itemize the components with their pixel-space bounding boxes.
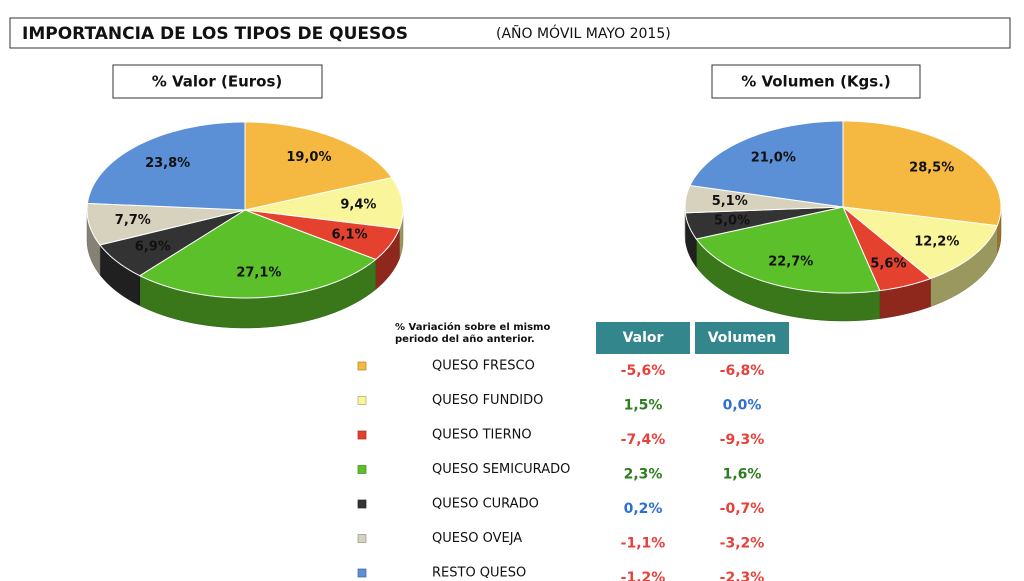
legend-label: QUESO TIERNO [432,428,532,443]
legend-label: RESTO QUESO [432,566,526,581]
slice-label: 28,5% [909,161,954,176]
pie-slice [841,206,998,280]
table-cell: 1,6% [723,467,762,483]
table-cell: -1,1% [621,536,666,552]
pie-slice [684,184,844,214]
slice-label: 7,7% [115,213,151,228]
legend-label: QUESO FUNDIDO [432,393,543,408]
page-title: IMPORTANCIA DE LOS TIPOS DE QUESOS [22,24,408,44]
pie-slice [689,120,844,208]
slice-label: 6,9% [135,240,171,255]
pie-slice [244,209,401,261]
table-header: Valor [623,330,664,346]
table-header-cell [596,322,690,354]
table-cell: -6,8% [720,363,765,379]
slice-label: 21,0% [751,151,796,166]
legend-swatch [357,396,367,405]
legend-swatch [357,534,367,543]
slice-label: 5,6% [870,256,906,271]
legend-swatch [357,361,367,371]
slice-label: 19,0% [286,150,331,165]
table-cell: -3,2% [720,536,765,552]
table-cell: 0,0% [723,398,762,414]
table-cell: 1,5% [624,398,663,414]
pie-slice [842,206,932,292]
table-header: Volumen [708,330,777,346]
table-cell: -1,2% [621,570,666,581]
pie-title: % Volumen (Kgs.) [741,73,891,91]
table-cell: -7,4% [621,432,666,448]
table-caption: periodo del año anterior. [395,334,535,345]
table-cell: 2,3% [624,467,663,483]
pie-slice [684,206,844,240]
pie-slice [86,121,246,211]
legend-swatch [357,465,367,474]
table-cell: -2,3% [720,570,765,581]
table-cell: -0,7% [720,501,765,517]
slice-label: 27,1% [236,265,281,280]
slice-label: 23,8% [145,156,190,171]
slice-label: 5,0% [714,213,750,228]
pie-title: % Valor (Euros) [152,73,283,91]
table-cell: -5,6% [621,363,666,379]
pie-slice [86,202,246,246]
table-caption: % Variación sobre el mismo [395,321,550,333]
slice-label: 22,7% [768,255,813,270]
pie-slice [99,209,246,277]
header-box [9,17,1011,49]
legend-swatch [357,568,367,578]
legend-swatch [357,430,367,440]
slice-label: 9,4% [340,197,376,212]
legend-label: QUESO SEMICURADO [432,462,570,477]
pie-slice [842,120,1002,227]
pie-slice [244,121,393,211]
legend-swatch [357,499,367,509]
page-subtitle: (AÑO MÓVIL MAYO 2015) [496,24,671,42]
pie-title-box [112,64,323,99]
legend-label: QUESO FRESCO [432,359,535,374]
legend-label: QUESO OVEJA [432,531,522,546]
pie-title-box [711,64,921,99]
pie-slice [695,206,881,294]
pie-slice [138,209,377,299]
table-header-cell [695,322,789,354]
slice-label: 12,2% [914,235,959,250]
legend-label: QUESO CURADO [432,497,539,512]
table-cell: 0,2% [624,501,663,517]
slice-label: 5,1% [712,194,748,209]
table-cell: -9,3% [720,432,765,448]
pie-slice [244,177,404,230]
slice-label: 6,1% [332,227,368,242]
